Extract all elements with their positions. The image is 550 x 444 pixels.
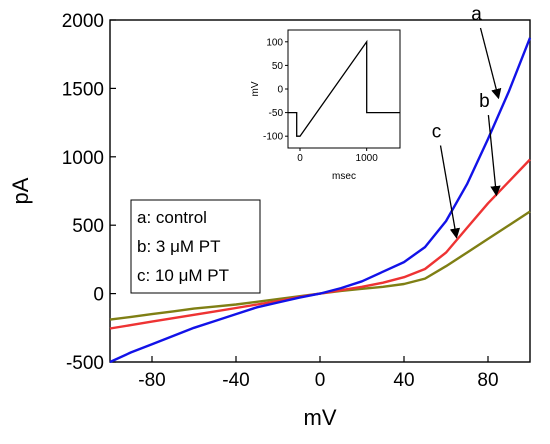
y-tick-label: -500 xyxy=(66,353,104,374)
inset-voltage-protocol-line xyxy=(288,39,400,137)
inset-chart: 0 1000 -100 -50 0 50 100 msec mV xyxy=(250,29,401,182)
x-tick-label: -80 xyxy=(138,370,165,391)
legend-box xyxy=(130,199,261,294)
y-tick-label: 1000 xyxy=(62,148,104,169)
inset-x-tick-label: 0 xyxy=(297,153,303,164)
annotation-arrow-b xyxy=(487,115,501,197)
inset-y-tick-label: 100 xyxy=(266,37,283,48)
x-tick-label: -40 xyxy=(222,370,249,391)
x-tick-label: 80 xyxy=(477,370,498,391)
legend-entry-b: b: 3 μM PT xyxy=(137,237,220,256)
inset-y-tick-label: 50 xyxy=(272,61,284,72)
legend-entry-a: a: control xyxy=(137,208,207,227)
y-tick-label: 2000 xyxy=(62,11,104,32)
x-tick-label: 0 xyxy=(315,370,326,391)
inset-x-tick-label: 1000 xyxy=(356,153,379,164)
legend-entry-c: c: 10 μM PT xyxy=(137,266,229,285)
y-tick-label: 1500 xyxy=(62,79,104,100)
y-axis-title: pA xyxy=(8,177,33,204)
inset-y-tick-label: -100 xyxy=(263,132,283,143)
inset-y-tick-label: -50 xyxy=(269,108,284,119)
x-tick-label: 40 xyxy=(393,370,414,391)
x-axis-title: mV xyxy=(304,405,337,430)
y-tick-label: 0 xyxy=(93,285,104,306)
y-tick-label: 500 xyxy=(72,216,104,237)
inset-x-axis-title: msec xyxy=(332,171,356,182)
annotation-group: a b c xyxy=(432,4,502,239)
legend: a: control b: 3 μM PT c: 10 μM PT xyxy=(130,199,261,294)
annotation-label-a: a xyxy=(471,4,482,25)
annotation-arrow-a xyxy=(479,27,502,100)
inset-y-axis-title: mV xyxy=(250,81,261,96)
annotation-label-c: c xyxy=(432,122,442,143)
annotation-arrow-c xyxy=(439,145,461,239)
annotation-label-b: b xyxy=(479,91,490,112)
inset-axis-ticks: 0 1000 -100 -50 0 50 100 xyxy=(263,37,378,164)
inset-y-tick-label: 0 xyxy=(277,85,283,96)
inset-series-group xyxy=(288,39,400,137)
series-line-a xyxy=(109,37,532,364)
